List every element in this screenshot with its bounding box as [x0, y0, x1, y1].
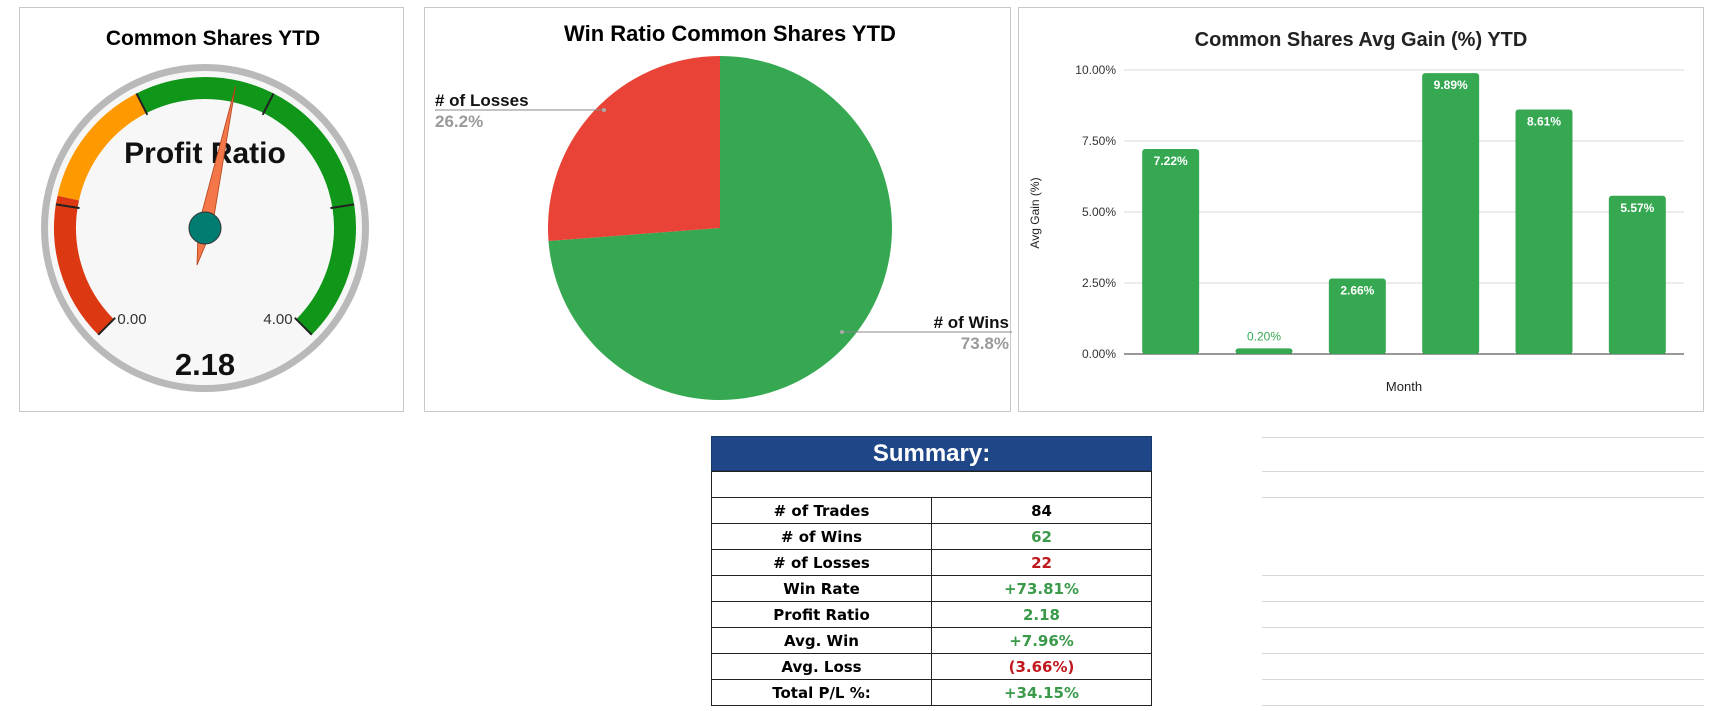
- grid-line: [1262, 679, 1704, 680]
- pie-label-losses: # of Losses: [435, 91, 529, 110]
- pie-leader-dot-wins: [840, 330, 844, 334]
- y-axis-label: Avg Gain (%): [1028, 177, 1042, 248]
- bar-chart-title: Common Shares Avg Gain (%) YTD: [1195, 29, 1528, 51]
- gauge-tick: [55, 203, 80, 210]
- gauge-tick: [330, 203, 355, 210]
- row-value[interactable]: (3.66%): [931, 653, 1152, 680]
- bar[interactable]: [1515, 109, 1573, 354]
- summary-blank-row: [711, 471, 1152, 498]
- row-value[interactable]: 84: [931, 497, 1152, 524]
- x-axis-label: Month: [1386, 379, 1422, 394]
- bar-value-label: 0.20%: [1247, 329, 1281, 343]
- grid-line: [1262, 653, 1704, 654]
- summary-table: Summary: # of Trades 84 # of Wins 62 # o…: [711, 436, 1152, 706]
- row-label[interactable]: Avg. Loss: [711, 653, 932, 680]
- gauge-band-orange: [57, 93, 147, 201]
- pie-pct-losses: 26.2%: [435, 112, 483, 131]
- row-label[interactable]: # of Losses: [711, 549, 932, 576]
- gauge-label: Profit Ratio: [124, 137, 286, 170]
- gauge-hub: [188, 211, 222, 245]
- bar-value-label: 5.57%: [1620, 201, 1654, 215]
- grid-line: [1262, 601, 1704, 602]
- grid-line: [1262, 497, 1704, 498]
- row-label[interactable]: Profit Ratio: [711, 601, 932, 628]
- bar[interactable]: [1608, 195, 1666, 354]
- pie-label-wins: # of Wins: [934, 313, 1009, 332]
- pie-leader-dot-losses: [602, 108, 606, 112]
- row-value[interactable]: +73.81%: [931, 575, 1152, 602]
- gauge-max-label: 4.00: [263, 311, 292, 328]
- table-row: Total P/L %: +34.15%: [711, 679, 1152, 706]
- pie-title: Win Ratio Common Shares YTD: [564, 21, 896, 46]
- y-tick-label: 2.50%: [1082, 276, 1116, 290]
- table-row: Win Rate +73.81%: [711, 575, 1152, 602]
- gauge-min-label: 0.00: [117, 311, 146, 328]
- table-row: Avg. Win +7.96%: [711, 627, 1152, 654]
- grid-line: [1262, 575, 1704, 576]
- grid-line: [1262, 437, 1704, 438]
- row-label[interactable]: # of Wins: [711, 523, 932, 550]
- bar[interactable]: [1422, 73, 1480, 355]
- y-tick-label: 7.50%: [1082, 134, 1116, 148]
- bar[interactable]: [1142, 148, 1200, 354]
- bar-value-label: 9.89%: [1434, 78, 1468, 92]
- row-value[interactable]: +34.15%: [931, 679, 1152, 706]
- bar-chart-panel: Common Shares Avg Gain (%) YTD 0.00% 2.50…: [1018, 7, 1704, 412]
- gauge-chart-panel: Common Shares YTD Profit Ratio 0.00 4.00…: [19, 7, 404, 412]
- pie-pct-wins: 73.8%: [961, 334, 1009, 353]
- grid-line: [1262, 627, 1704, 628]
- summary-title: Summary:: [711, 436, 1152, 471]
- table-row: # of Wins 62: [711, 523, 1152, 550]
- gauge-svg: Common Shares YTD Profit Ratio 0.00 4.00…: [41, 27, 369, 392]
- bar[interactable]: [1328, 278, 1386, 354]
- row-label[interactable]: # of Trades: [711, 497, 932, 524]
- row-value[interactable]: 2.18: [931, 601, 1152, 628]
- bar-value-label: 7.22%: [1154, 154, 1188, 168]
- summary-grid: # of Trades 84 # of Wins 62 # of Losses …: [711, 471, 1152, 706]
- bar-value-label: 2.66%: [1340, 283, 1374, 297]
- row-label[interactable]: Avg. Win: [711, 627, 932, 654]
- y-tick-label: 0.00%: [1082, 347, 1116, 361]
- gauge-tick: [97, 317, 116, 336]
- row-value[interactable]: 22: [931, 549, 1152, 576]
- gauge-tick: [135, 93, 149, 116]
- gauge-title: Common Shares YTD: [106, 27, 320, 50]
- table-row: Profit Ratio 2.18: [711, 601, 1152, 628]
- table-row: # of Trades 84: [711, 497, 1152, 524]
- row-label[interactable]: Total P/L %:: [711, 679, 932, 706]
- pie-svg: Win Ratio Common Shares YTD # of Wins 73…: [435, 21, 1012, 401]
- table-row: # of Losses 22: [711, 549, 1152, 576]
- bar-value-label: 8.61%: [1527, 114, 1561, 128]
- pie-chart-panel: Win Ratio Common Shares YTD # of Wins 73…: [424, 7, 1012, 412]
- blank-cell[interactable]: [711, 471, 1152, 498]
- pie-slice-losses[interactable]: [548, 56, 720, 241]
- bar-svg: Common Shares Avg Gain (%) YTD 0.00% 2.50…: [1028, 29, 1684, 394]
- row-label[interactable]: Win Rate: [711, 575, 932, 602]
- gauge-value: 2.18: [175, 347, 235, 382]
- grid-line: [1262, 705, 1704, 706]
- gauge-band-green: [136, 77, 356, 335]
- y-tick-label: 10.00%: [1075, 63, 1116, 77]
- grid-line: [1262, 471, 1704, 472]
- row-value[interactable]: 62: [931, 523, 1152, 550]
- gauge-tick: [261, 93, 275, 116]
- pie-slice-wins[interactable]: [548, 56, 892, 401]
- row-value[interactable]: +7.96%: [931, 627, 1152, 654]
- y-tick-label: 5.00%: [1082, 205, 1116, 219]
- gauge-band-red: [54, 195, 114, 335]
- bar[interactable]: [1235, 348, 1293, 354]
- gauge-tick: [294, 317, 313, 336]
- table-row: Avg. Loss (3.66%): [711, 653, 1152, 680]
